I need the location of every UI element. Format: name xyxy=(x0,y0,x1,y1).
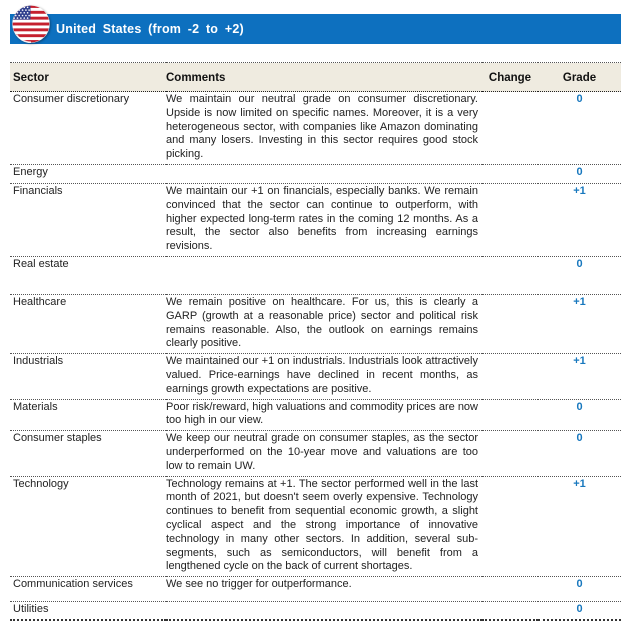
change-cell xyxy=(482,256,538,294)
page-title: United States (from -2 to +2) xyxy=(56,22,244,36)
grade-cell: +1 xyxy=(573,295,586,308)
sector-cell: Real estate xyxy=(13,257,69,270)
comments-cell: Poor risk/reward, high valuations and co… xyxy=(166,400,478,427)
change-cell xyxy=(482,399,538,431)
change-cell xyxy=(482,577,538,602)
change-cell xyxy=(482,294,538,353)
comments-cell xyxy=(166,164,482,183)
us-flag-icon xyxy=(12,5,50,43)
table-row: Consumer discretionary We maintain our n… xyxy=(10,92,621,165)
sector-cell: Financials xyxy=(13,184,63,197)
grade-cell: +1 xyxy=(573,477,586,490)
change-cell xyxy=(482,92,538,165)
sector-cell: Consumer staples xyxy=(13,432,102,445)
table-header-row: Sector Comments Change Grade xyxy=(10,62,621,92)
grade-cell: +1 xyxy=(573,184,586,197)
change-cell xyxy=(482,183,538,256)
comments-cell: We maintain our +1 on financials, especi… xyxy=(166,184,478,253)
comments-cell: We maintain our neutral grade on consume… xyxy=(166,93,478,161)
sector-cell: Consumer discretionary xyxy=(13,93,130,105)
table-row: Energy 0 xyxy=(10,164,621,184)
grade-cell: +1 xyxy=(573,355,586,368)
comments-cell xyxy=(166,602,482,620)
sector-cell: Utilities xyxy=(13,603,49,616)
grade-cell: 0 xyxy=(576,603,583,616)
grade-cell: 0 xyxy=(576,578,583,591)
change-cell xyxy=(482,431,538,476)
comments-cell: We see no trigger for outperformance. xyxy=(166,578,352,591)
title-bar: United States (from -2 to +2) xyxy=(10,14,621,44)
sector-cell: Communication services xyxy=(13,578,133,591)
change-cell xyxy=(482,476,538,577)
comments-cell xyxy=(166,256,482,294)
grade-cell: 0 xyxy=(576,400,583,413)
grade-cell: 0 xyxy=(576,165,583,178)
column-header-comments: Comments xyxy=(166,71,226,84)
sector-grades-table: Sector Comments Change Grade Consumer di… xyxy=(10,62,621,621)
table-row: Technology Technology remains at +1. The… xyxy=(10,476,621,577)
comments-cell: We maintained our +1 on industrials. Ind… xyxy=(166,355,478,395)
comments-cell: Technology remains at +1. The sector per… xyxy=(166,477,478,573)
comments-cell: We keep our neutral grade on consumer st… xyxy=(166,432,478,472)
column-header-change: Change xyxy=(488,71,532,84)
column-header-grade: Grade xyxy=(562,71,597,84)
sector-cell: Healthcare xyxy=(13,295,67,308)
sector-cell: Industrials xyxy=(13,355,64,368)
table-row: Communication services We see no trigger… xyxy=(10,577,621,602)
grade-cell: 0 xyxy=(576,432,583,445)
change-cell xyxy=(482,164,538,183)
table-row: Real estate 0 xyxy=(10,256,621,295)
table-row: Utilities 0 xyxy=(10,602,621,620)
change-cell xyxy=(482,602,538,620)
sector-cell: Technology xyxy=(13,477,69,490)
sector-cell: Energy xyxy=(13,165,48,178)
column-header-sector: Sector xyxy=(13,71,49,84)
table-row: Consumer staples We keep our neutral gra… xyxy=(10,431,621,477)
table-row: Industrials We maintained our +1 on indu… xyxy=(10,354,621,400)
table-row: Financials We maintain our +1 on financi… xyxy=(10,183,621,257)
grade-cell: 0 xyxy=(576,257,583,270)
sector-cell: Materials xyxy=(13,400,58,413)
comments-cell: We remain positive on healthcare. For us… xyxy=(166,295,478,350)
change-cell xyxy=(482,354,538,399)
grade-cell: 0 xyxy=(576,93,583,105)
table-row: Healthcare We remain positive on healthc… xyxy=(10,294,621,354)
table-row: Materials Poor risk/reward, high valuati… xyxy=(10,399,621,431)
